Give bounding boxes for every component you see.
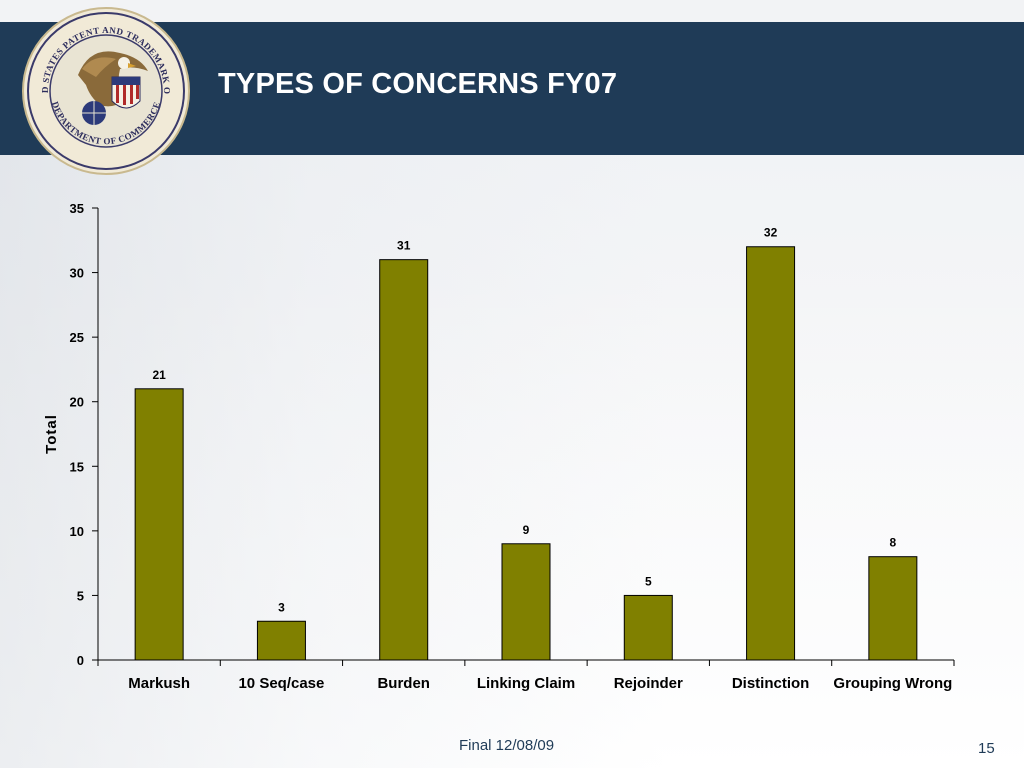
x-category-label: 10 Seq/case [238, 675, 324, 692]
y-tick-label: 35 [70, 201, 84, 216]
data-label: 5 [645, 574, 652, 588]
x-category-label: Rejoinder [614, 675, 683, 692]
data-label: 21 [152, 368, 166, 382]
x-category-label: Grouping Wrong [833, 675, 952, 692]
y-tick-label: 10 [70, 524, 84, 539]
y-tick-label: 5 [77, 588, 84, 603]
bar-markush [134, 388, 184, 661]
y-tick-label: 25 [70, 330, 84, 345]
data-label: 8 [890, 536, 897, 550]
x-category-label: Markush [128, 675, 190, 692]
data-label: 3 [278, 600, 285, 614]
uspto-seal-logo: UNITED STATES PATENT AND TRADEMARK OFFIC… [20, 5, 190, 175]
bar-rejoinder [623, 594, 673, 661]
bar-10-seq-case [256, 620, 306, 661]
bar-distinction [746, 246, 796, 661]
x-category-label: Distinction [732, 675, 810, 692]
x-category-label: Burden [377, 675, 430, 692]
page-number: 15 [978, 740, 995, 757]
data-label: 9 [523, 523, 530, 537]
y-tick-label: 20 [70, 395, 84, 410]
data-label: 31 [397, 239, 411, 253]
y-axis-title: Total [43, 414, 60, 454]
x-category-label: Linking Claim [477, 675, 575, 692]
top-strip [0, 0, 1024, 22]
bar-burden [379, 259, 429, 661]
y-tick-label: 15 [70, 459, 84, 474]
y-tick-label: 0 [77, 653, 84, 668]
y-tick-label: 30 [70, 266, 84, 281]
bar-grouping-wrong [868, 556, 918, 661]
slide-title: TYPES OF CONCERNS FY07 [218, 68, 618, 100]
bar-linking-claim [501, 543, 551, 661]
data-label: 32 [764, 226, 778, 240]
footer-date: Final 12/08/09 [459, 737, 555, 754]
